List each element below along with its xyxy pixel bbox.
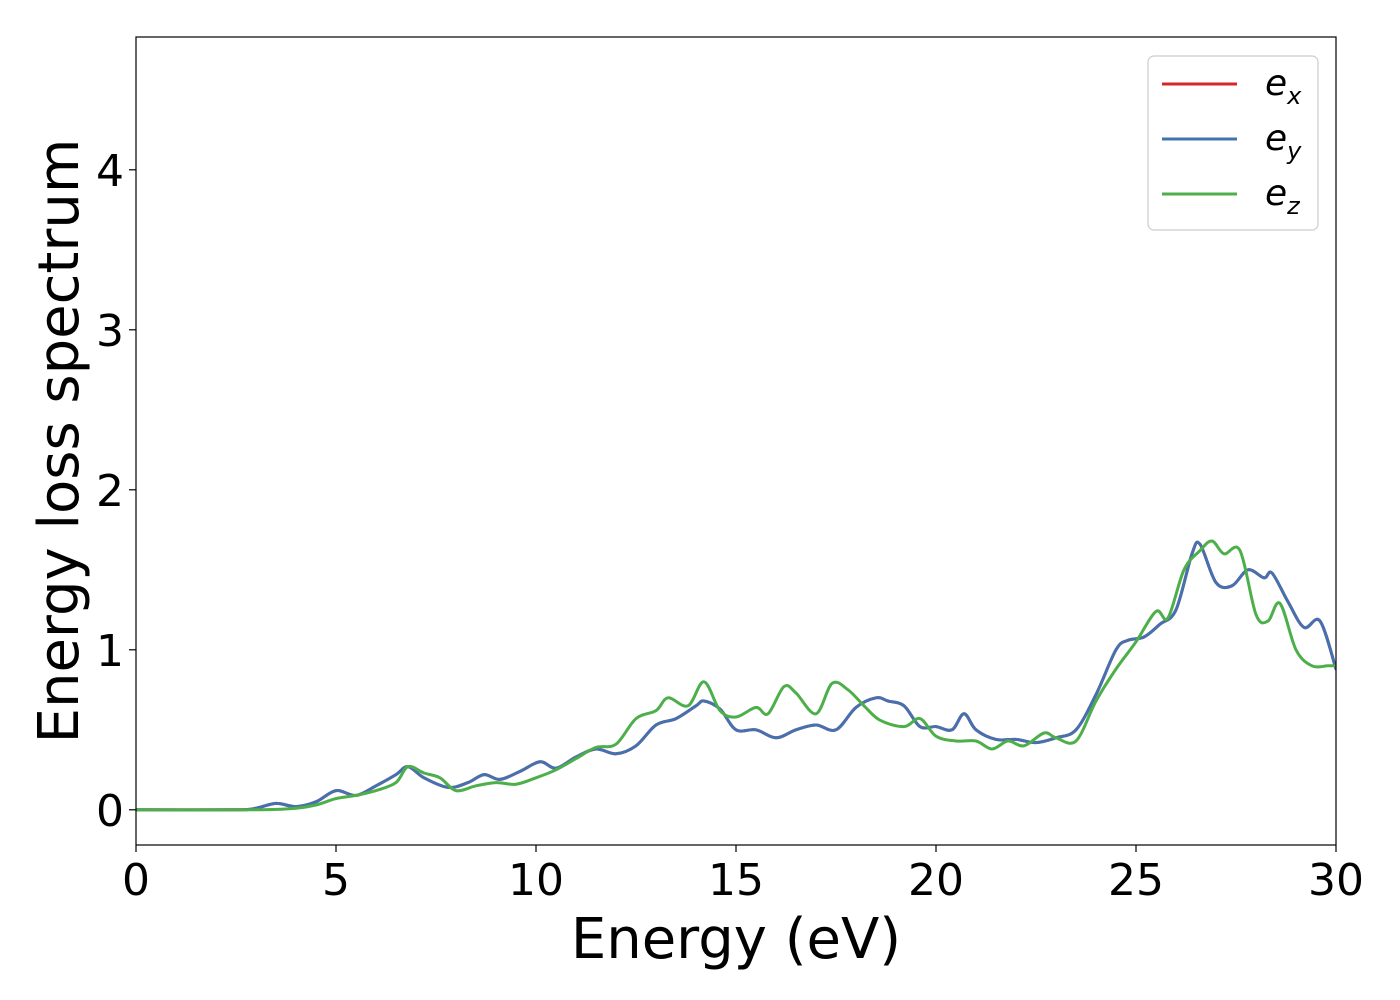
series-line-1 xyxy=(136,540,1336,812)
x-tick-label: 5 xyxy=(322,855,350,906)
legend: ex ey ez xyxy=(1147,55,1319,231)
legend-label-x: ex xyxy=(1265,63,1302,110)
y-tick-label: 2 xyxy=(96,466,124,517)
y-tick-label: 1 xyxy=(96,626,124,677)
legend-label-z: ez xyxy=(1265,173,1301,220)
y-tick-label: 3 xyxy=(96,306,124,357)
legend-entries: ex ey ez xyxy=(1162,63,1302,220)
x-tick-label: 15 xyxy=(708,855,764,906)
y-axis-label: Energy loss spectrum xyxy=(27,139,92,744)
plot-area xyxy=(136,539,1336,812)
y-tick-label: 0 xyxy=(96,786,124,837)
series-line-3 xyxy=(136,539,1336,812)
x-tick-label: 20 xyxy=(908,855,964,906)
x-tick-label: 10 xyxy=(508,855,564,906)
y-tick-label: 4 xyxy=(96,146,124,197)
legend-box xyxy=(1147,55,1319,231)
x-tick-label: 25 xyxy=(1108,855,1164,906)
x-axis-label: Energy (eV) xyxy=(571,907,901,972)
series-line-2 xyxy=(136,540,1336,812)
x-tick-label: 0 xyxy=(122,855,150,906)
axis-ticks: 0 5 10 15 20 25 30 0 1 2 3 4 xyxy=(96,146,1364,906)
x-tick-label: 30 xyxy=(1308,855,1364,906)
legend-label-y: ey xyxy=(1265,118,1302,165)
